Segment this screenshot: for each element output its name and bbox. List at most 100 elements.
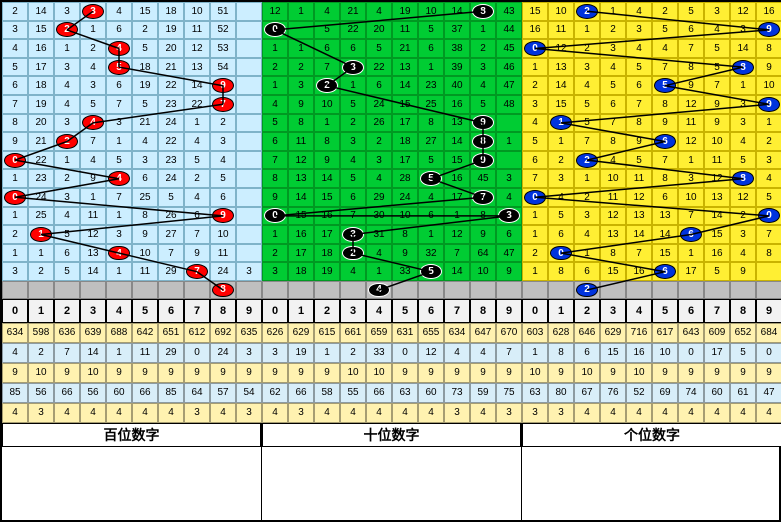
grid-cell: 23	[28, 169, 54, 188]
stat-cell: 4	[2, 343, 28, 363]
grid-cell: 1	[288, 2, 314, 21]
grid-cell	[236, 169, 262, 188]
grid-cell: 19	[158, 21, 184, 40]
ball: 9	[472, 115, 494, 130]
grid-cell: 7	[626, 244, 652, 263]
grid-cell: 1	[106, 207, 132, 226]
grid-cell: 24	[28, 188, 54, 207]
grid-cell: 17	[288, 244, 314, 263]
grid-cell: 1	[522, 225, 548, 244]
stat-cell: 76	[600, 383, 626, 403]
col-header: 4	[626, 299, 652, 323]
grid-cell: 20	[158, 39, 184, 58]
grid-cell: 5	[54, 262, 80, 281]
grid-cell	[236, 114, 262, 133]
grid-cell: 3	[574, 207, 600, 226]
stat-cell: 4	[80, 403, 106, 423]
stat-cell: 9	[600, 363, 626, 383]
stat-cell: 629	[600, 323, 626, 343]
grid-cell: 7	[678, 39, 704, 58]
grid-cell: 2	[652, 2, 678, 21]
stat-cell: 33	[366, 343, 392, 363]
stat-cell: 609	[704, 323, 730, 343]
grid-cell: 4	[54, 207, 80, 226]
grid-cell: 12	[444, 225, 470, 244]
grid-cell: 15	[444, 151, 470, 170]
grid-cell: 4	[210, 151, 236, 170]
ball: 2	[56, 134, 78, 149]
grid-cell: 16	[314, 207, 340, 226]
grid-cell: 4	[626, 2, 652, 21]
grid-cell: 9	[470, 151, 496, 170]
stat-cell: 4	[704, 403, 730, 423]
grid-cell: 13	[288, 169, 314, 188]
sep-cell	[184, 281, 210, 299]
stat-cell: 652	[730, 323, 756, 343]
grid-cell: 24	[366, 95, 392, 114]
grid-cell: 21	[340, 2, 366, 21]
col-header: 6	[678, 299, 704, 323]
grid-cell: 12	[626, 188, 652, 207]
grid-cell: 3	[522, 95, 548, 114]
stat-cell: 62	[262, 383, 288, 403]
col-header: 9	[756, 299, 781, 323]
grid-cell: 9	[210, 76, 236, 95]
grid-cell: 3	[236, 262, 262, 281]
grid-cell: 8	[392, 225, 418, 244]
grid-cell: 9	[704, 95, 730, 114]
grid-cell: 11	[626, 169, 652, 188]
stat-cell: 9	[470, 363, 496, 383]
grid-cell: 2	[262, 58, 288, 77]
grid-cell: 0	[522, 39, 548, 58]
ball: 6	[680, 227, 702, 242]
stat-cell: 56	[28, 383, 54, 403]
grid-cell: 9	[704, 114, 730, 133]
grid-cell: 1	[678, 151, 704, 170]
grid-cell: 1	[730, 76, 756, 95]
grid-cell: 6	[132, 169, 158, 188]
stat-cell: 10	[522, 363, 548, 383]
stat-cell: 5	[730, 343, 756, 363]
grid-cell: 9	[262, 188, 288, 207]
grid-cell: 6	[678, 21, 704, 40]
stat-cell: 634	[444, 323, 470, 343]
grid-cell: 1	[106, 262, 132, 281]
grid-cell: 4	[548, 188, 574, 207]
grid-cell: 1	[262, 76, 288, 95]
grid-cell: 4	[704, 21, 730, 40]
ball: 0	[524, 190, 546, 205]
grid-cell: 7	[210, 95, 236, 114]
grid-cell: 5	[626, 151, 652, 170]
stat-cell: 626	[262, 323, 288, 343]
stat-cell: 0	[678, 343, 704, 363]
grid-cell	[236, 2, 262, 21]
ball: 6	[654, 134, 676, 149]
ball: 7	[212, 97, 234, 112]
stat-cell: 3	[496, 403, 522, 423]
sep-cell	[106, 281, 132, 299]
grid-cell: 4	[600, 151, 626, 170]
ball: 1	[550, 115, 572, 130]
grid-cell: 12	[184, 39, 210, 58]
stat-cell: 3	[262, 343, 288, 363]
grid-cell: 10	[418, 2, 444, 21]
grid-cell: 3	[730, 114, 756, 133]
grid-cell: 24	[392, 188, 418, 207]
sep-ball: 4	[368, 283, 390, 297]
grid-cell: 3	[54, 58, 80, 77]
ball: 0	[264, 208, 286, 223]
grid-cell: 1	[418, 58, 444, 77]
grid-cell: 2	[2, 225, 28, 244]
grid-cell: 15	[522, 2, 548, 21]
grid-cell: 44	[496, 21, 522, 40]
grid-cell	[236, 151, 262, 170]
grid-cell: 45	[496, 39, 522, 58]
grid-cell: 1	[444, 207, 470, 226]
grid-cell: 19	[314, 262, 340, 281]
col-header: 5	[392, 299, 418, 323]
grid-cell: 3	[730, 225, 756, 244]
grid-cell: 7	[704, 76, 730, 95]
grid-cell: 0	[2, 151, 28, 170]
grid-cell: 2	[470, 39, 496, 58]
grid-cell: 14	[548, 76, 574, 95]
